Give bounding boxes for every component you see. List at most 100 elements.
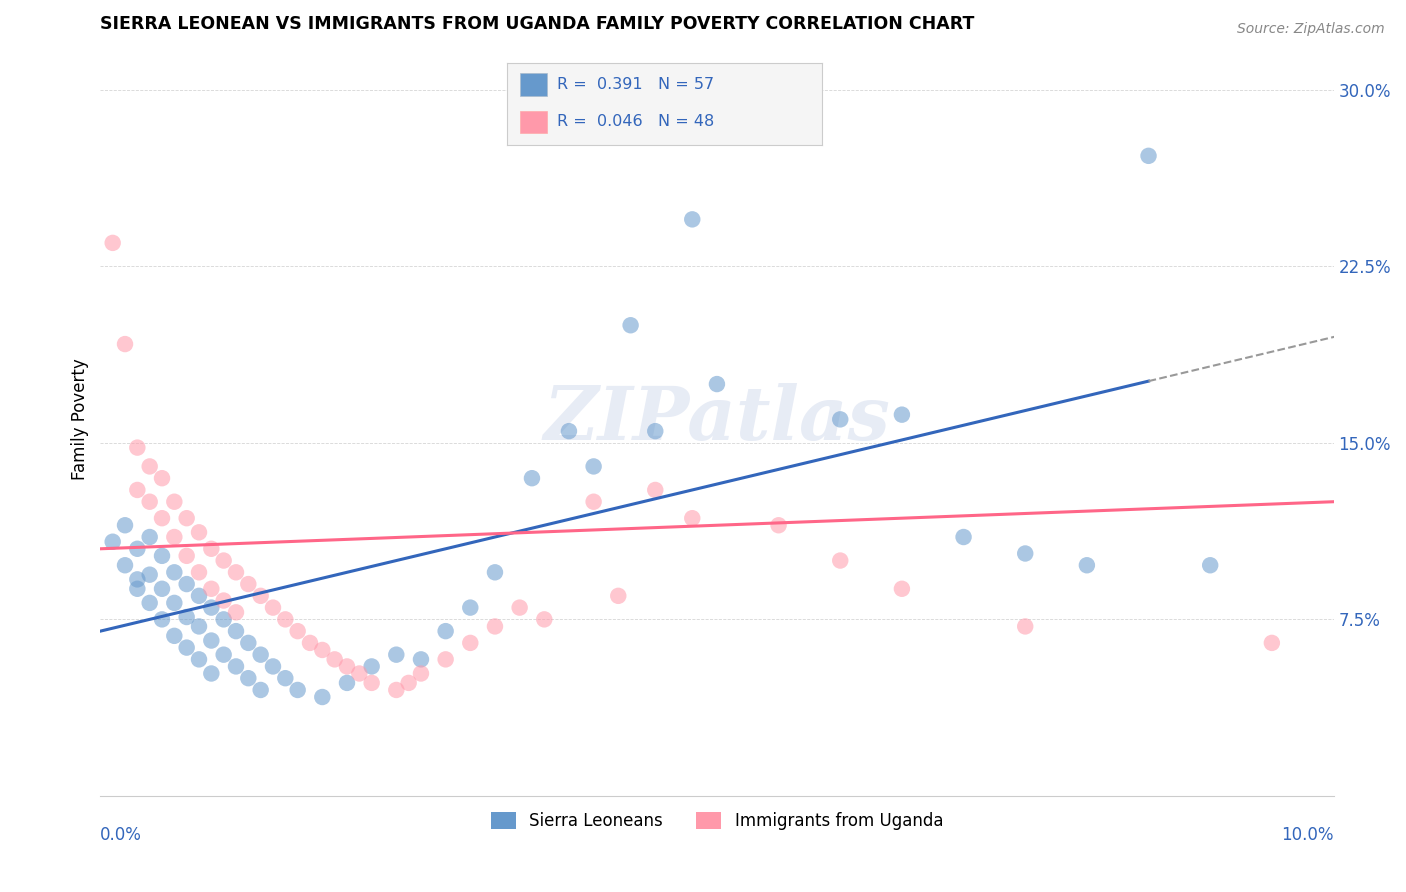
Point — [349, 666, 371, 681]
Point — [607, 589, 630, 603]
Point — [225, 605, 247, 619]
Point — [127, 541, 149, 556]
Point — [262, 659, 284, 673]
Point — [138, 567, 160, 582]
Bar — [520, 111, 547, 133]
Point — [163, 629, 186, 643]
Point — [127, 483, 149, 497]
Point — [176, 577, 198, 591]
Text: SIERRA LEONEAN VS IMMIGRANTS FROM UGANDA FAMILY POVERTY CORRELATION CHART: SIERRA LEONEAN VS IMMIGRANTS FROM UGANDA… — [100, 15, 974, 33]
Point — [163, 530, 186, 544]
Point — [176, 640, 198, 655]
Point — [101, 235, 124, 250]
Point — [620, 318, 643, 333]
Point — [434, 624, 457, 639]
Point — [138, 596, 160, 610]
Point — [409, 666, 432, 681]
Point — [323, 652, 346, 666]
Point — [188, 652, 211, 666]
Text: R =  0.046   N = 48: R = 0.046 N = 48 — [557, 114, 714, 129]
Point — [681, 212, 703, 227]
Point — [558, 424, 581, 438]
Point — [101, 534, 124, 549]
Point — [138, 459, 160, 474]
Point — [150, 582, 173, 596]
Point — [138, 494, 160, 508]
Point — [385, 682, 408, 697]
Point — [127, 573, 149, 587]
Point — [262, 600, 284, 615]
Point — [484, 619, 506, 633]
Point — [1199, 558, 1222, 573]
Point — [163, 494, 186, 508]
Legend: Sierra Leoneans, Immigrants from Uganda: Sierra Leoneans, Immigrants from Uganda — [484, 805, 949, 837]
Point — [176, 610, 198, 624]
Point — [238, 671, 260, 685]
Text: R =  0.391   N = 57: R = 0.391 N = 57 — [557, 77, 714, 92]
Point — [150, 612, 173, 626]
Point — [212, 612, 235, 626]
Point — [311, 690, 333, 704]
Text: Source: ZipAtlas.com: Source: ZipAtlas.com — [1237, 22, 1385, 37]
Point — [830, 553, 852, 567]
Point — [163, 596, 186, 610]
Point — [1137, 149, 1160, 163]
Y-axis label: Family Poverty: Family Poverty — [72, 359, 89, 480]
Point — [582, 494, 605, 508]
Point — [238, 577, 260, 591]
Point — [212, 593, 235, 607]
Point — [138, 530, 160, 544]
Point — [890, 408, 912, 422]
Point — [311, 643, 333, 657]
Point — [287, 624, 309, 639]
Point — [360, 676, 382, 690]
Point — [114, 558, 136, 573]
Point — [1076, 558, 1098, 573]
Point — [830, 412, 852, 426]
Point — [458, 636, 481, 650]
Point — [188, 566, 211, 580]
Point — [520, 471, 543, 485]
Point — [287, 682, 309, 697]
Point — [114, 337, 136, 351]
Point — [274, 671, 297, 685]
Point — [360, 659, 382, 673]
Point — [298, 636, 321, 650]
Point — [398, 676, 420, 690]
Point — [768, 518, 790, 533]
Point — [188, 589, 211, 603]
Point — [644, 483, 666, 497]
Point — [200, 582, 222, 596]
Bar — [520, 73, 547, 95]
Text: ZIPatlas: ZIPatlas — [544, 384, 890, 456]
Point — [150, 511, 173, 525]
Point — [225, 624, 247, 639]
Point — [127, 441, 149, 455]
Point — [706, 377, 728, 392]
Point — [274, 612, 297, 626]
Point — [434, 652, 457, 666]
Point — [150, 549, 173, 563]
Point — [127, 582, 149, 596]
Point — [225, 566, 247, 580]
Point — [176, 549, 198, 563]
Point — [212, 553, 235, 567]
Point — [1014, 619, 1036, 633]
Point — [409, 652, 432, 666]
Point — [644, 424, 666, 438]
Point — [188, 525, 211, 540]
Point — [188, 619, 211, 633]
Text: 10.0%: 10.0% — [1281, 826, 1333, 844]
Point — [582, 459, 605, 474]
Point — [1261, 636, 1284, 650]
Point — [150, 471, 173, 485]
Point — [385, 648, 408, 662]
Point — [200, 541, 222, 556]
Point — [336, 659, 359, 673]
Point — [200, 600, 222, 615]
Point — [249, 648, 271, 662]
Point — [200, 666, 222, 681]
Point — [952, 530, 974, 544]
Point — [249, 589, 271, 603]
Point — [336, 676, 359, 690]
